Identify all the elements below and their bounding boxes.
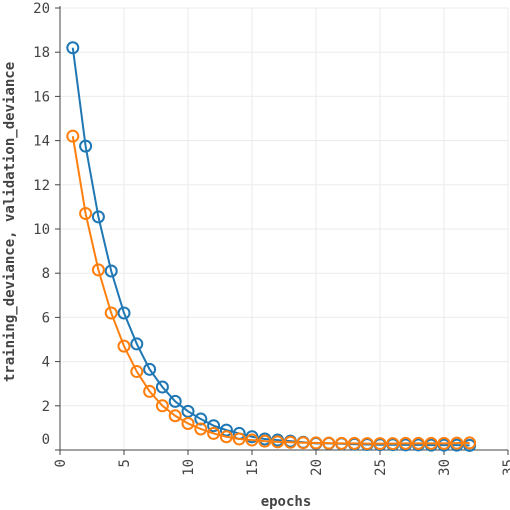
- series-line: [71, 136, 470, 445]
- data-point: [463, 436, 477, 450]
- data-point: [219, 430, 233, 444]
- axes: [55, 6, 509, 455]
- gridlines: [59, 7, 509, 451]
- data-point: [91, 210, 105, 224]
- series-1: [66, 41, 477, 452]
- series-2: [66, 129, 477, 451]
- x-tick-label: 15: [245, 459, 261, 476]
- data-point: [143, 384, 157, 398]
- y-tick-label: 14: [33, 134, 50, 150]
- data-point: [79, 139, 93, 153]
- data-point: [130, 365, 144, 379]
- x-tick-label: 0: [53, 459, 69, 467]
- data-point: [79, 207, 93, 221]
- data-point: [181, 416, 195, 430]
- x-tick-label: 5: [117, 459, 133, 467]
- y-tick-label: 0: [42, 432, 50, 448]
- y-tick-label: 16: [33, 89, 50, 105]
- data-point: [271, 435, 285, 449]
- data-point: [219, 423, 233, 437]
- data-point: [309, 436, 323, 450]
- data-point: [424, 436, 438, 450]
- data-point: [194, 422, 208, 436]
- x-tick-label: 20: [309, 459, 325, 476]
- x-tick-label: 10: [181, 459, 197, 476]
- y-tick-label: 12: [33, 178, 50, 194]
- data-point: [232, 432, 246, 446]
- data-point: [91, 263, 105, 277]
- data-point: [296, 436, 310, 450]
- data-point: [207, 419, 221, 433]
- data-point: [437, 436, 451, 450]
- x-tick-label: 35: [501, 459, 510, 476]
- data-point: [283, 435, 297, 449]
- y-tick-label: 20: [33, 1, 50, 17]
- data-point: [117, 306, 131, 320]
- x-tick-label: 30: [437, 459, 453, 476]
- data-point: [207, 426, 221, 440]
- data-point: [104, 306, 118, 320]
- data-point: [335, 436, 349, 450]
- data-point: [130, 337, 144, 351]
- data-point: [155, 399, 169, 413]
- x-axis-title: epochs: [261, 494, 312, 510]
- y-tick-label: 8: [42, 266, 50, 282]
- data-point: [194, 412, 208, 426]
- series-line: [71, 47, 470, 447]
- data-point: [245, 433, 259, 447]
- data-point: [104, 264, 118, 278]
- data-point: [399, 436, 413, 450]
- data-point: [66, 41, 80, 55]
- y-tick-label: 2: [42, 399, 50, 415]
- data-point: [181, 404, 195, 418]
- x-tick-label: 25: [373, 459, 389, 476]
- y-axis-title: training_deviance, validation_deviance: [2, 62, 18, 382]
- data-point: [411, 436, 425, 450]
- data-point: [322, 436, 336, 450]
- data-point: [117, 339, 131, 353]
- data-point: [360, 437, 374, 451]
- y-tick-label: 18: [33, 45, 50, 61]
- data-point: [347, 436, 361, 450]
- data-point: [450, 436, 464, 450]
- tick-labels: 0 2 4 6 8 10 12 14 16 18 20 0 5 10 15 20 25 30 35: [33, 1, 510, 476]
- data-point: [168, 409, 182, 423]
- data-point: [258, 434, 272, 448]
- data-point: [143, 362, 157, 376]
- data-point: [373, 437, 387, 451]
- data-point: [155, 380, 169, 394]
- data-point: [168, 394, 182, 408]
- data-point: [386, 437, 400, 451]
- y-tick-label: 6: [42, 310, 50, 326]
- series-layer: [66, 41, 477, 452]
- data-point: [66, 129, 80, 143]
- y-tick-label: 10: [33, 222, 50, 238]
- y-tick-label: 4: [42, 355, 50, 371]
